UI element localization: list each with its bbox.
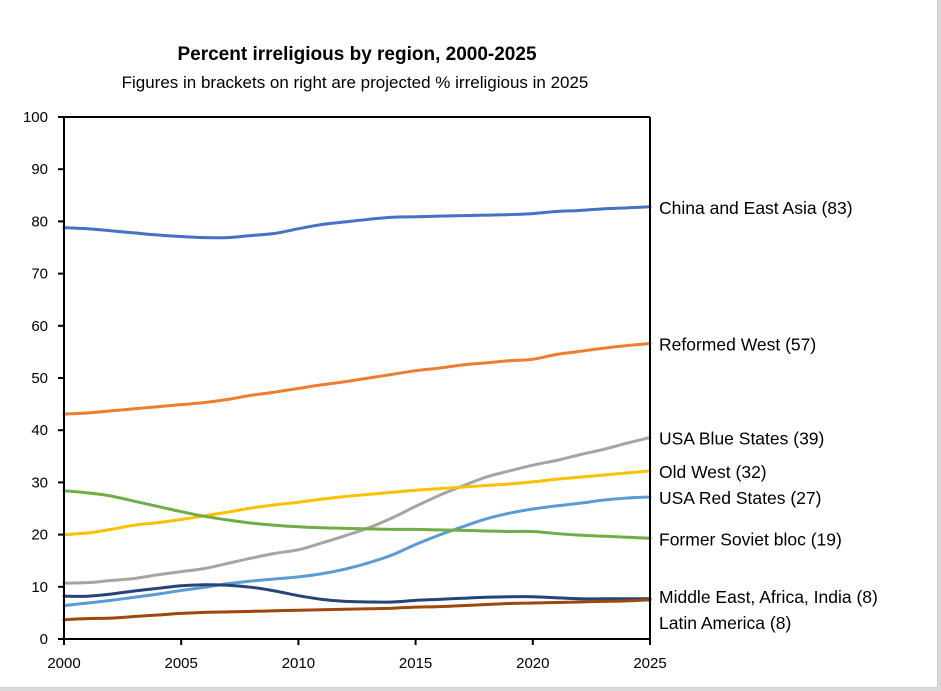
axes-layer: 0 10 20 30 40 50 60 70 80 90 100 2000 2005 2010 2015 20… xyxy=(23,109,667,672)
y-tick-label: 90 xyxy=(31,161,48,178)
series-label: Old West (32) xyxy=(659,462,767,482)
series-line-latin-america xyxy=(62,598,652,622)
x-tick-label: 2025 xyxy=(633,655,666,672)
y-tick-label: 10 xyxy=(31,579,48,596)
y-tick-label: 100 xyxy=(23,109,48,126)
series-line-old-west xyxy=(62,469,652,537)
series-label: Middle East, Africa, India (8) xyxy=(659,587,878,607)
series-label: Latin America (8) xyxy=(659,613,791,633)
y-tick-label: 70 xyxy=(31,266,48,283)
series-line-usa-blue-states xyxy=(62,436,652,585)
series-line-middle-east-africa-india xyxy=(62,583,652,604)
series-label: Reformed West (57) xyxy=(659,335,816,355)
y-tick-label: 30 xyxy=(31,474,48,491)
chart-title: Percent irreligious by region, 2000-2025 xyxy=(177,44,537,65)
y-tick-label: 40 xyxy=(31,422,48,439)
series-line-former-soviet-bloc xyxy=(62,489,652,540)
series-label: USA Red States (27) xyxy=(659,488,821,508)
y-tick-label: 20 xyxy=(31,527,48,544)
series-line-reformed-west xyxy=(62,342,652,416)
series-line-china-and-east-asia xyxy=(62,205,652,240)
x-tick-label: 2005 xyxy=(165,655,198,672)
x-tick-label: 2000 xyxy=(47,655,80,672)
series-line-usa-red-states xyxy=(62,495,652,608)
y-tick-label: 60 xyxy=(31,318,48,335)
y-tick-label: 80 xyxy=(31,213,48,230)
series-label: USA Blue States (39) xyxy=(659,429,824,449)
x-tick-label: 2020 xyxy=(516,655,549,672)
y-tick-label: 50 xyxy=(31,370,48,387)
series-label: Former Soviet bloc (19) xyxy=(659,529,842,549)
series-labels: China and East Asia (83) Reformed West (5… xyxy=(659,198,878,633)
x-tick-label: 2010 xyxy=(282,655,315,672)
x-tick-label: 2015 xyxy=(399,655,432,672)
series-label: China and East Asia (83) xyxy=(659,198,853,218)
y-tick-label: 0 xyxy=(40,631,48,648)
chart-subtitle: Figures in brackets on right are project… xyxy=(121,73,589,92)
series-layer xyxy=(62,205,652,622)
